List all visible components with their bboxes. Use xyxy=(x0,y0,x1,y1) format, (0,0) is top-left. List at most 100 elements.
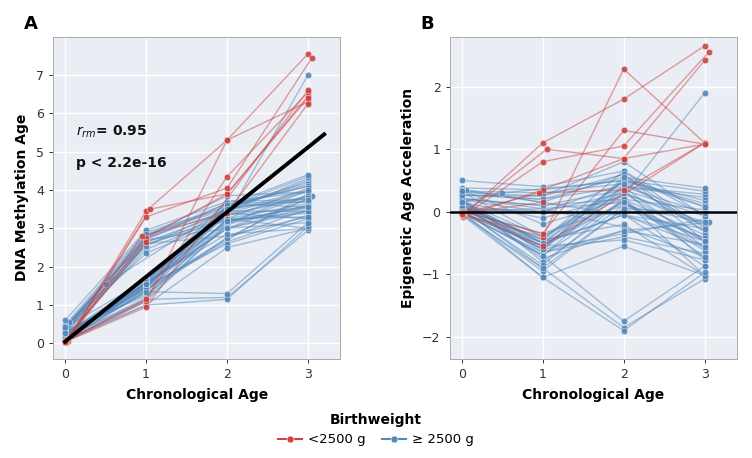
Point xyxy=(140,238,152,245)
Point xyxy=(456,207,468,215)
Point xyxy=(221,204,233,211)
Point xyxy=(699,234,711,242)
Point xyxy=(699,238,711,245)
Point xyxy=(59,328,71,335)
Point xyxy=(456,191,468,198)
Point xyxy=(617,127,629,134)
Point xyxy=(459,186,472,194)
Point xyxy=(456,205,468,212)
Point xyxy=(140,278,152,286)
Point xyxy=(699,209,711,217)
Point xyxy=(302,177,314,184)
Point xyxy=(456,197,468,205)
Point xyxy=(537,252,549,259)
Point xyxy=(221,232,233,240)
Point xyxy=(302,225,314,232)
Point xyxy=(617,170,629,178)
Point xyxy=(221,207,233,215)
Point xyxy=(302,188,314,196)
Point xyxy=(537,252,549,259)
Point xyxy=(221,294,233,301)
Point xyxy=(221,236,233,244)
Point xyxy=(59,330,71,337)
Point xyxy=(456,191,468,198)
Point xyxy=(140,284,152,291)
Point xyxy=(59,334,71,341)
Point xyxy=(496,189,508,196)
Point xyxy=(456,210,468,217)
Point xyxy=(221,230,233,238)
Point xyxy=(136,232,148,240)
Point xyxy=(140,284,152,291)
Point xyxy=(221,240,233,247)
Point xyxy=(617,211,629,218)
Point xyxy=(617,242,629,250)
Point xyxy=(456,186,468,194)
Point xyxy=(699,240,711,248)
Point xyxy=(537,208,549,215)
Point xyxy=(617,158,629,165)
Point xyxy=(699,225,711,232)
Point xyxy=(537,183,549,191)
Point xyxy=(457,208,469,215)
Point xyxy=(140,277,152,284)
Point xyxy=(537,264,549,272)
Point xyxy=(59,338,71,345)
Point xyxy=(302,200,314,207)
Point xyxy=(537,158,549,165)
Point xyxy=(302,225,314,232)
Point xyxy=(61,336,73,344)
Point xyxy=(221,244,233,251)
Point xyxy=(699,256,711,264)
Point xyxy=(456,188,468,196)
Point xyxy=(61,338,73,345)
Point xyxy=(617,233,629,240)
Point xyxy=(140,275,152,282)
Point xyxy=(302,219,314,226)
Point xyxy=(456,210,468,217)
Point xyxy=(458,212,470,219)
Point xyxy=(617,65,629,73)
Point xyxy=(59,334,71,341)
Point xyxy=(617,196,629,203)
Point xyxy=(221,198,233,205)
Point xyxy=(59,335,71,343)
Point xyxy=(221,234,233,242)
Point xyxy=(221,209,233,217)
Point xyxy=(617,186,629,194)
Point xyxy=(59,337,71,344)
Point xyxy=(456,207,468,214)
Point xyxy=(537,139,549,147)
Point xyxy=(140,288,152,295)
Point xyxy=(140,290,152,297)
Point xyxy=(221,225,233,232)
Point xyxy=(221,206,233,213)
Point xyxy=(702,219,714,226)
Point xyxy=(699,200,711,207)
Point xyxy=(302,100,314,107)
Point xyxy=(617,177,629,184)
Point xyxy=(140,232,152,240)
Point xyxy=(617,177,629,184)
Point xyxy=(59,333,71,341)
Point xyxy=(59,338,71,345)
Point xyxy=(221,136,233,144)
Point xyxy=(537,274,549,281)
Legend: <2500 g, ≥ 2500 g: <2500 g, ≥ 2500 g xyxy=(273,407,479,452)
Point xyxy=(699,206,711,213)
Point xyxy=(302,50,314,57)
Point xyxy=(59,338,71,346)
Point xyxy=(617,196,629,203)
Point xyxy=(699,141,711,148)
Point xyxy=(537,264,549,272)
Point xyxy=(456,198,468,205)
Point xyxy=(63,319,75,326)
Point xyxy=(456,195,468,202)
Point xyxy=(59,332,71,339)
Point xyxy=(699,216,711,223)
Point xyxy=(456,207,468,215)
Point xyxy=(59,337,71,344)
Point xyxy=(221,192,233,199)
Point xyxy=(699,275,711,283)
Point xyxy=(59,330,71,338)
